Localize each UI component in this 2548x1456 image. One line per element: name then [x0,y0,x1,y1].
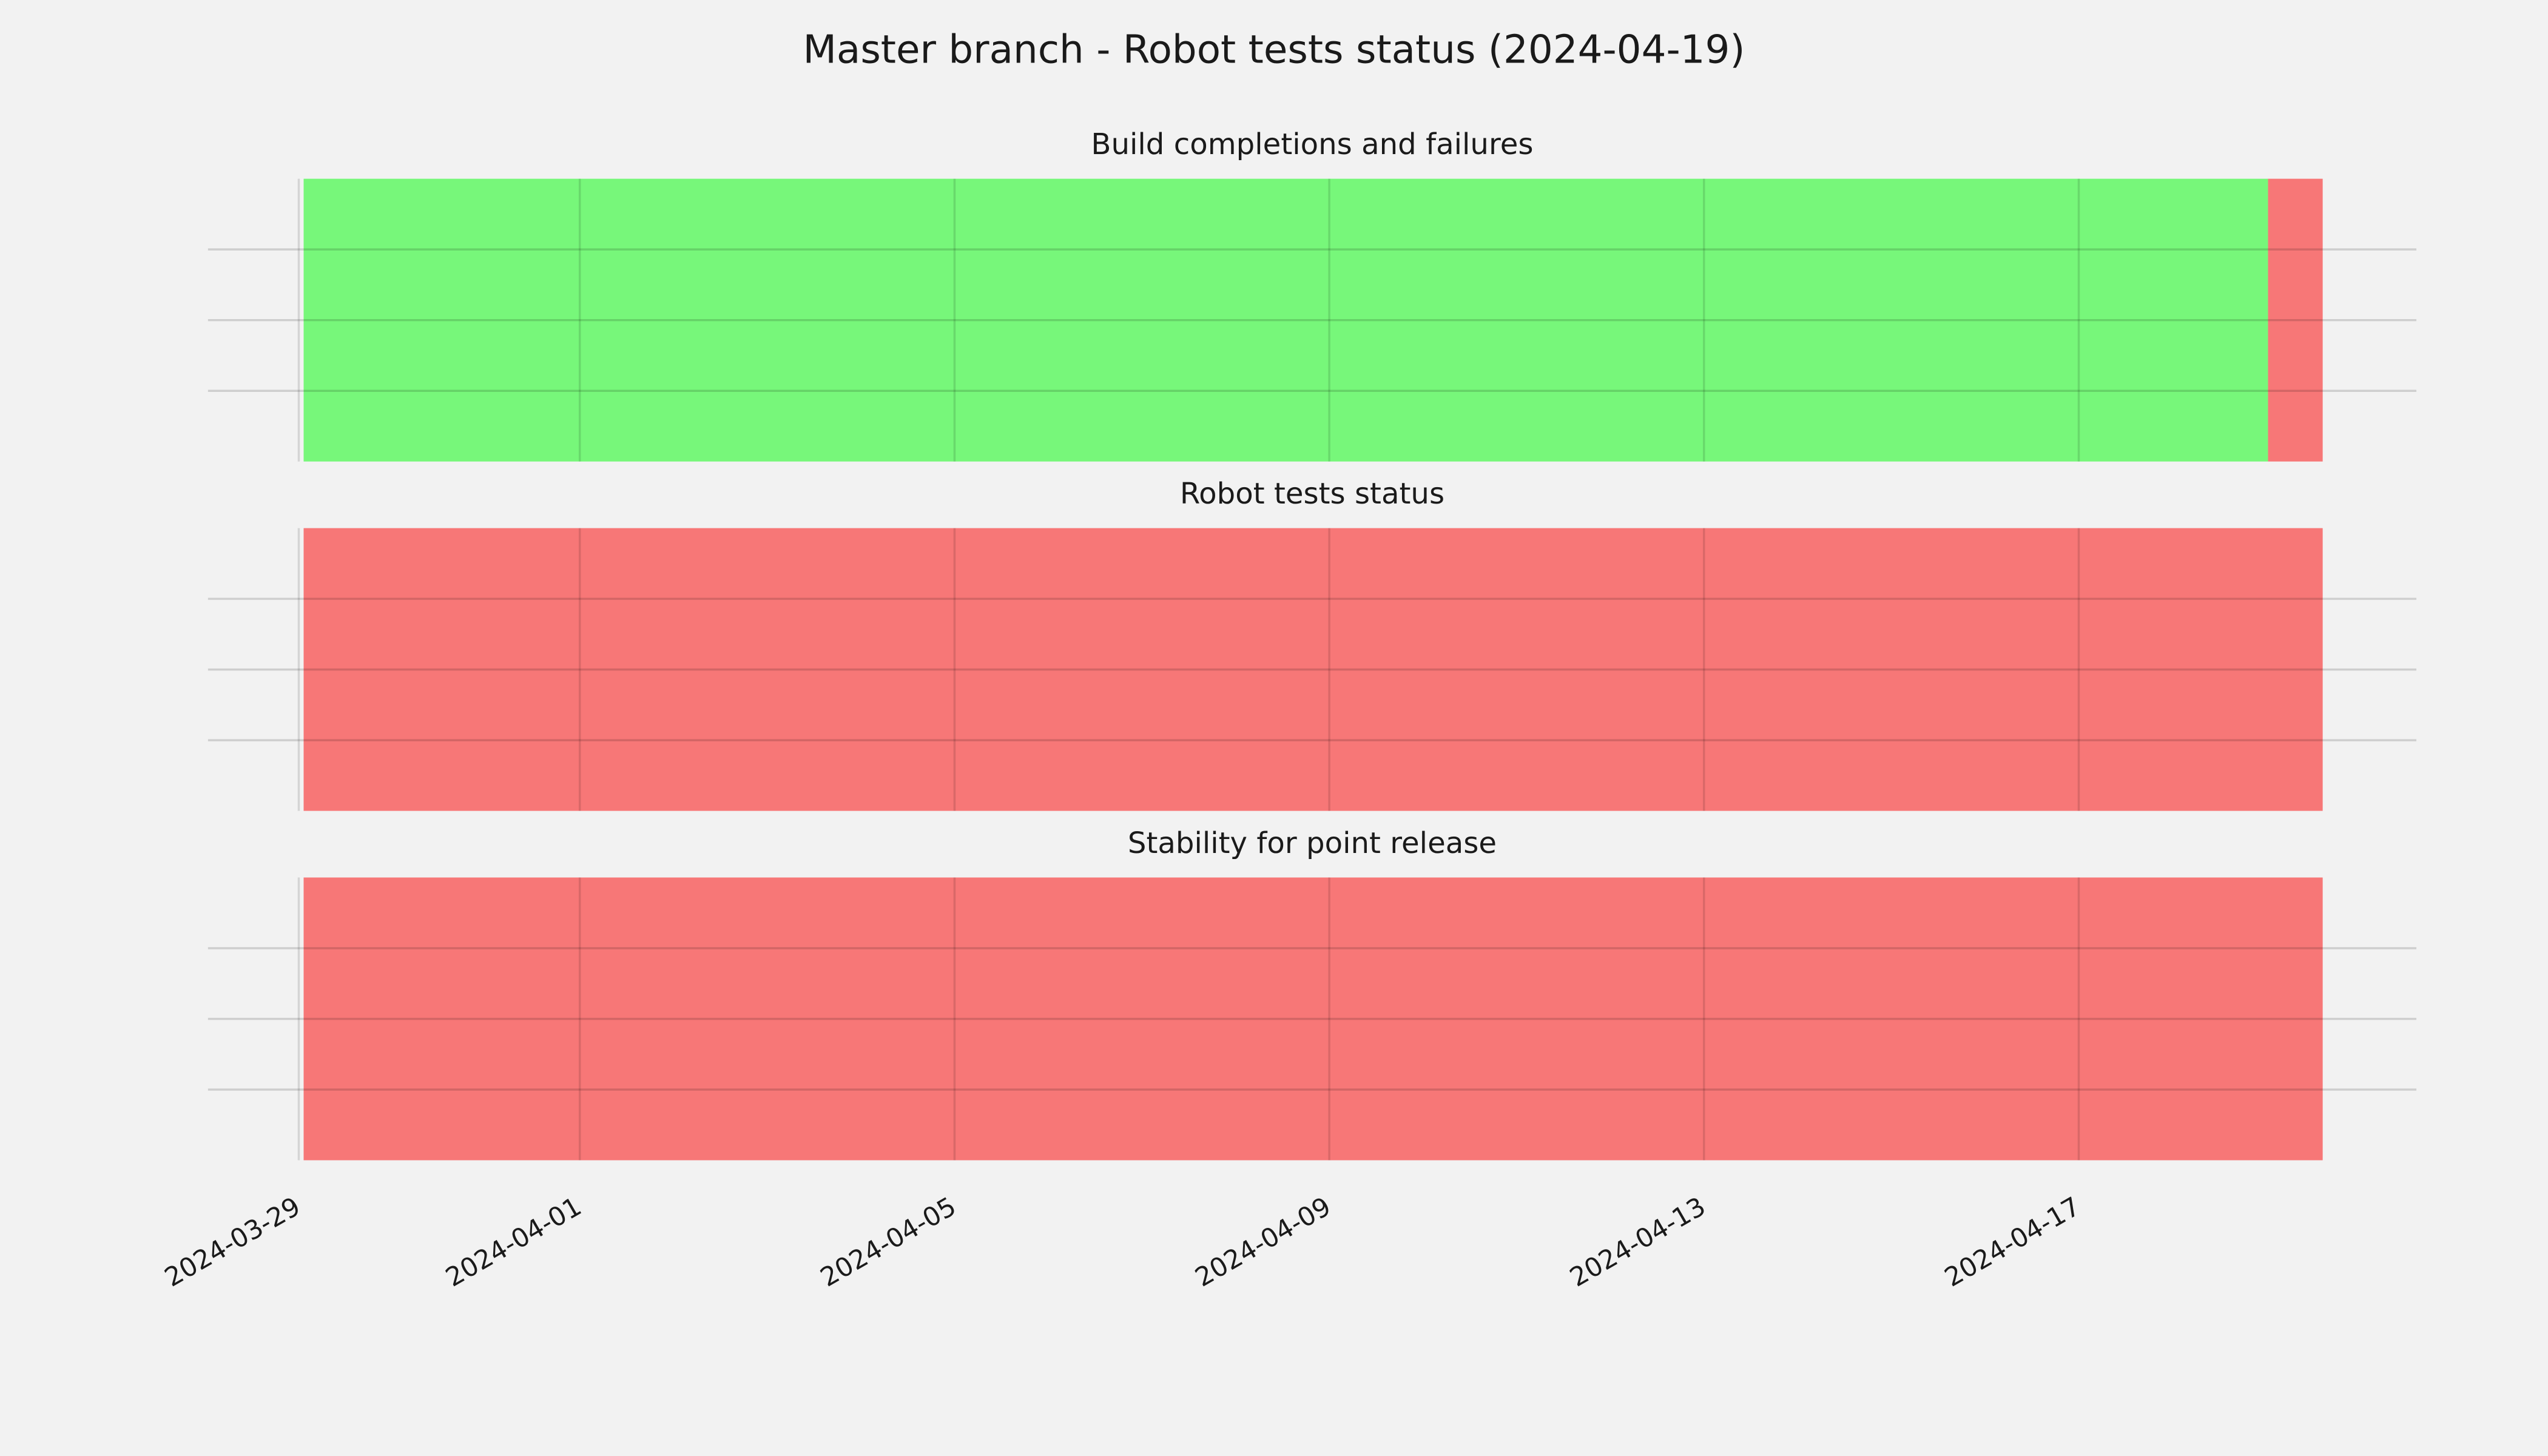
status-span [2268,178,2323,462]
status-span [303,877,2323,1161]
panel-title: Stability for point release [1128,826,1497,860]
panel-title: Robot tests status [1180,477,1444,511]
status-span [303,178,2268,462]
panel-title: Build completions and failures [1091,127,1533,161]
figure-title: Master branch - Robot tests status (2024… [803,27,1745,72]
status-span [303,528,2323,811]
